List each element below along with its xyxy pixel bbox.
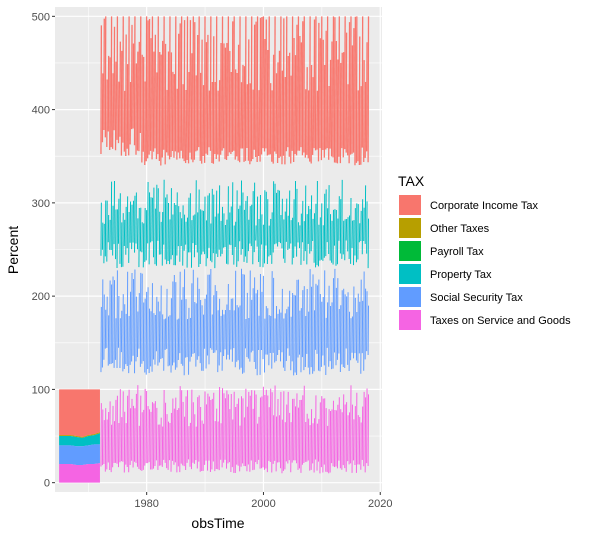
area-other-taxes-early	[59, 432, 100, 438]
legend-swatch	[399, 241, 421, 261]
legend-label: Other Taxes	[430, 223, 490, 235]
y-tick-label: 400	[32, 105, 50, 117]
legend-items: Corporate Income Tax Other Taxes Payroll T…	[399, 195, 571, 330]
y-tick-label: 200	[32, 291, 50, 303]
y-tick-label: 0	[44, 478, 50, 490]
legend-label: Corporate Income Tax	[430, 200, 539, 212]
legend-swatch	[399, 264, 421, 284]
legend-swatch	[399, 195, 421, 215]
legend-label: Taxes on Service and Goods	[430, 315, 571, 327]
axes: 0 100 200 300 400 500 1980 2000 2020	[32, 11, 393, 510]
x-tick-label: 2020	[368, 498, 392, 510]
legend-label: Payroll Tax	[430, 246, 484, 258]
y-tick-label: 100	[32, 384, 50, 396]
y-tick-label: 500	[32, 11, 50, 23]
area-corporate-income-tax-early	[59, 389, 100, 437]
legend-label: Social Security Tax	[430, 292, 523, 304]
area-taxes-on-service-and-goods-early	[59, 463, 100, 483]
legend-title: TAX	[398, 173, 425, 189]
y-axis-title: Percent	[5, 226, 21, 274]
area-property-tax-early	[59, 433, 100, 447]
legend-swatch	[399, 218, 421, 238]
x-tick-label: 2000	[251, 498, 275, 510]
y-tick-label: 300	[32, 198, 50, 210]
area-social-security-tax-early	[59, 444, 100, 465]
data-layer	[59, 16, 370, 483]
legend: TAX Corporate Income Tax Other Taxes Payro…	[398, 173, 571, 330]
legend-label: Property Tax	[430, 269, 492, 281]
legend-swatch	[399, 310, 421, 330]
x-axis-title: obsTime	[191, 515, 244, 531]
x-tick-label: 1980	[134, 498, 158, 510]
legend-swatch	[399, 287, 421, 307]
